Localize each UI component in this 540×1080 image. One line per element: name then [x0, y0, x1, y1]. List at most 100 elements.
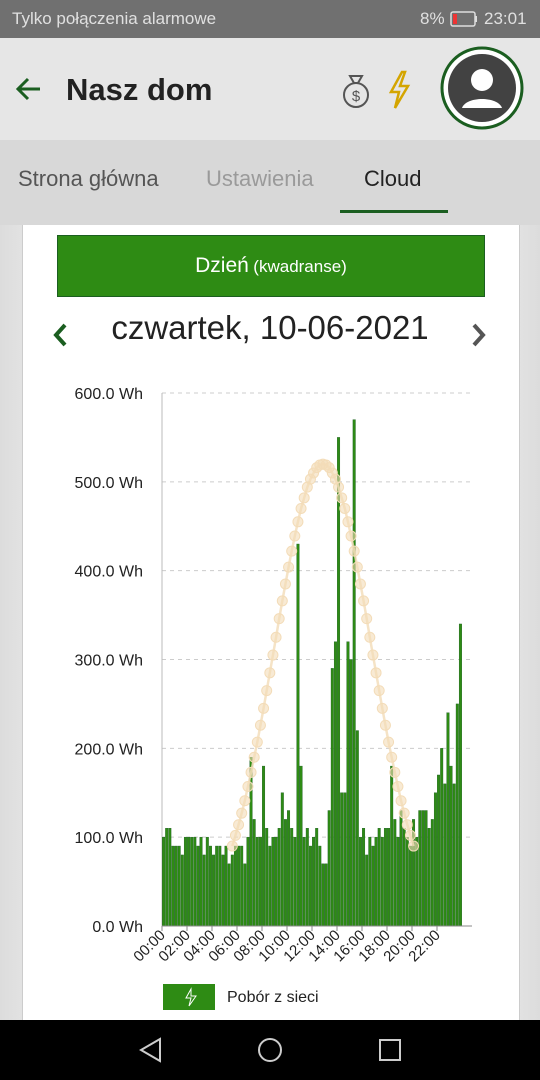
legend-icon — [185, 987, 197, 1007]
bar — [327, 810, 331, 927]
nav-recent[interactable] — [379, 1039, 401, 1061]
battery-text: 8% — [420, 9, 445, 28]
line-point — [236, 807, 248, 819]
line-point — [261, 685, 273, 697]
bar — [246, 836, 250, 927]
bar — [193, 836, 197, 927]
bar — [215, 845, 219, 927]
line-point — [276, 595, 288, 607]
bar — [324, 863, 328, 927]
legend-label: Pobór z sieci — [227, 989, 319, 1006]
y-tick-label: 100.0 Wh — [75, 830, 143, 847]
tab[interactable]: Strona główna — [18, 166, 159, 191]
back-button[interactable] — [14, 74, 44, 104]
bar — [174, 845, 178, 927]
line-point — [273, 613, 285, 625]
money-icon[interactable]: $ — [338, 70, 374, 110]
period-button[interactable]: Dzień (kwadranse) — [57, 235, 485, 297]
line-point — [258, 702, 270, 714]
line-point — [373, 685, 385, 697]
line-point — [361, 613, 373, 625]
y-tick-label: 300.0 Wh — [75, 653, 143, 670]
next-day[interactable] — [468, 320, 490, 350]
line — [231, 462, 415, 847]
bar — [321, 863, 325, 927]
bar — [221, 854, 225, 927]
bar — [421, 810, 425, 927]
bar — [230, 854, 234, 927]
bar — [352, 419, 356, 927]
tab-indicator — [340, 210, 448, 213]
chart: 0.0 Wh 100.0 Wh 200.0 Wh 300.0 Wh 400.0 Wh 50… — [75, 386, 472, 1010]
bar — [337, 437, 341, 927]
line-point — [251, 736, 263, 748]
bar — [362, 828, 366, 927]
line-point — [295, 502, 307, 514]
line-point — [392, 781, 404, 793]
bar — [312, 836, 316, 927]
line-point — [242, 781, 254, 793]
nav-back[interactable] — [139, 1037, 161, 1063]
bar — [365, 854, 369, 927]
line-point — [267, 649, 279, 661]
bar — [187, 836, 191, 927]
bar — [277, 828, 281, 927]
prev-day[interactable] — [50, 320, 72, 350]
bar — [396, 836, 400, 927]
line-point — [379, 719, 391, 731]
tab[interactable]: Ustawienia — [206, 166, 314, 191]
energy-icon[interactable] — [386, 70, 414, 110]
bar — [305, 828, 309, 927]
tab-bar: Strona główna Ustawienia Cloud — [0, 140, 540, 225]
line-point — [336, 492, 348, 504]
bar — [402, 828, 406, 927]
date-label: czwartek, 10-06-2021 — [111, 309, 429, 346]
line-point — [298, 492, 310, 504]
line-point — [239, 795, 251, 807]
bar — [449, 765, 453, 927]
line-point — [358, 595, 370, 607]
bar — [165, 828, 169, 927]
line-point — [270, 631, 282, 643]
line-point — [254, 719, 266, 731]
bar — [333, 641, 337, 927]
bar — [343, 792, 347, 927]
bar — [340, 792, 344, 927]
bar — [274, 836, 278, 927]
page-title: Nasz dom — [66, 72, 213, 107]
line-point — [404, 829, 416, 841]
line-point — [286, 545, 298, 557]
bar — [227, 863, 231, 927]
bar — [280, 792, 284, 927]
legend-swatch — [163, 984, 215, 1010]
bar — [262, 765, 266, 927]
bar — [255, 836, 259, 927]
nav-home[interactable] — [258, 1038, 282, 1062]
period-sublabel: (kwadranse) — [253, 257, 347, 276]
bar — [177, 845, 181, 927]
bar — [290, 828, 294, 927]
bar — [183, 836, 187, 927]
profile-avatar[interactable] — [440, 46, 524, 130]
bar — [446, 712, 450, 927]
y-tick-label: 400.0 Wh — [75, 564, 143, 581]
y-tick-label: 0.0 Wh — [92, 919, 143, 936]
bar — [346, 641, 350, 927]
tab-active[interactable]: Cloud — [364, 166, 422, 191]
line-point — [383, 736, 395, 748]
bar — [224, 845, 228, 927]
bar — [205, 836, 209, 927]
bar — [443, 783, 447, 927]
bar — [405, 836, 409, 927]
line-point — [389, 766, 401, 778]
bar — [452, 783, 456, 927]
bar — [283, 819, 287, 927]
bar — [315, 828, 319, 927]
bar — [240, 845, 244, 927]
bar — [168, 828, 172, 927]
bar — [349, 659, 353, 927]
bar — [252, 819, 256, 927]
bar — [208, 845, 212, 927]
bar — [271, 836, 275, 927]
